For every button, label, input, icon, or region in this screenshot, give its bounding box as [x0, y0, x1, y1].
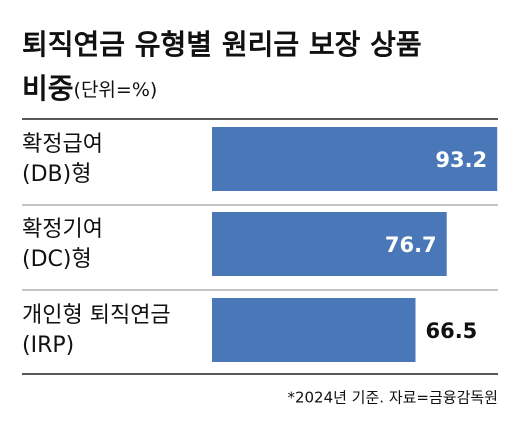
chart-title-line2: 비중(단위=%) [22, 72, 157, 105]
bar [212, 127, 498, 191]
value-label: 66.5 [425, 319, 477, 343]
value-label: 76.7 [385, 233, 437, 257]
category-line: (DB)형 [22, 162, 91, 187]
bar [212, 212, 447, 276]
category-line: (IRP) [22, 333, 74, 358]
category-label: 확정급여 (DB)형 [22, 132, 103, 187]
value-label: 93.2 [435, 148, 487, 172]
chart-title: 퇴직연금 유형별 원리금 보장 상품 [22, 28, 422, 61]
category-line: 확정급여 [22, 132, 103, 157]
unit-label: (단위=%) [74, 79, 158, 101]
category-label: 확정기여 (DC)형 [22, 217, 103, 272]
source-note: *2024년 기준. 자료=금융감독원 [287, 389, 498, 407]
title-line2: 비중 [22, 72, 74, 105]
category-line: (DC)형 [22, 247, 92, 272]
category-label: 개인형 퇴직연금 (IRP) [22, 303, 171, 358]
category-line: 확정기여 [22, 217, 103, 242]
bar [212, 298, 416, 362]
category-line: 개인형 퇴직연금 [22, 303, 171, 328]
